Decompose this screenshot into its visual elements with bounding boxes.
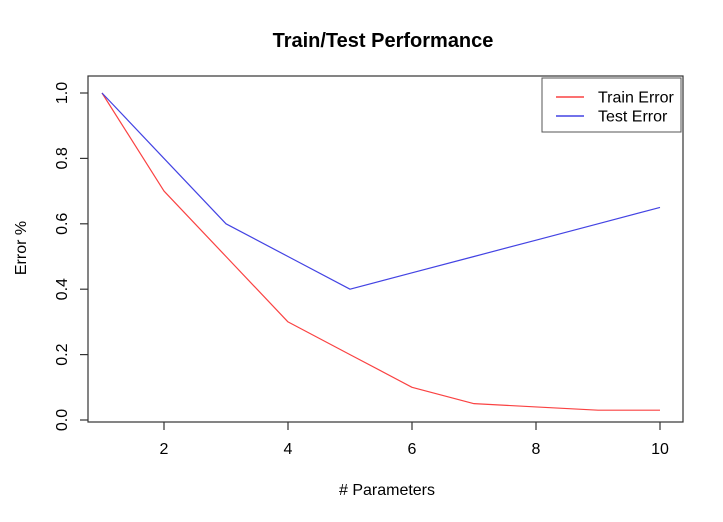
legend-label-test-error: Test Error xyxy=(598,109,668,126)
y-tick-label: 0.0 xyxy=(54,409,71,431)
x-tick-label: 10 xyxy=(651,441,669,458)
chart-title: Train/Test Performance xyxy=(272,30,494,52)
y-axis-label: Error % xyxy=(13,220,30,276)
y-tick-label: 0.2 xyxy=(54,343,71,365)
x-tick-label: 2 xyxy=(160,441,169,458)
legend-label-train-error: Train Error xyxy=(598,90,675,107)
series-line-train-error xyxy=(101,92,660,411)
series-line-test-error xyxy=(101,92,661,290)
y-tick-label: 0.4 xyxy=(54,278,71,300)
x-tick-label: 8 xyxy=(532,441,541,458)
x-tick-label: 6 xyxy=(408,441,417,458)
legend-box xyxy=(541,77,682,133)
plot-box xyxy=(87,75,684,423)
x-axis-label: # Parameters xyxy=(338,482,436,499)
y-tick-label: 0.6 xyxy=(54,213,71,235)
x-tick-label: 4 xyxy=(284,441,293,458)
y-tick-label: 1.0 xyxy=(54,82,71,104)
y-tick-label: 0.8 xyxy=(54,147,71,169)
